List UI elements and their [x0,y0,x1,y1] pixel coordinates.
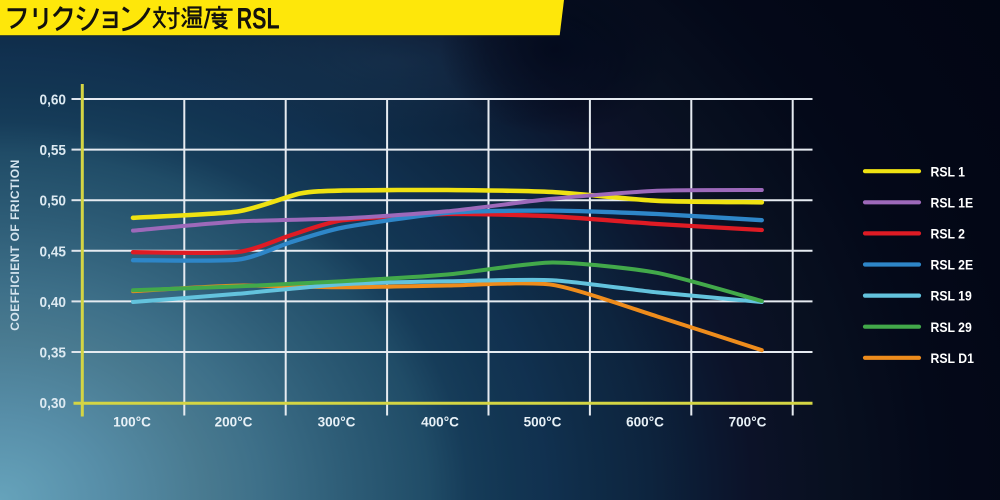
svg-text:0,30: 0,30 [40,395,67,412]
svg-text:RSL 19: RSL 19 [931,288,972,304]
svg-text:COEFFICIENT OF FRICTION: COEFFICIENT OF FRICTION [8,159,22,331]
svg-text:RSL 1: RSL 1 [931,163,966,179]
svg-text:0,50: 0,50 [40,193,67,210]
svg-text:RSL 1E: RSL 1E [931,194,974,210]
svg-text:600°C: 600°C [626,413,664,429]
svg-text:RSL 2E: RSL 2E [931,257,974,273]
svg-text:RSL D1: RSL D1 [931,350,975,366]
svg-text:100°C: 100°C [113,413,151,429]
svg-text:300°C: 300°C [318,413,356,429]
svg-text:400°C: 400°C [421,413,459,429]
svg-text:RSL: RSL [237,2,280,35]
svg-text:0,60: 0,60 [40,92,67,109]
svg-text:0,45: 0,45 [40,243,67,260]
svg-text:0,40: 0,40 [40,294,67,311]
svg-text:500°C: 500°C [524,413,562,429]
svg-text:700°C: 700°C [729,413,767,429]
svg-text:RSL 2: RSL 2 [931,226,966,242]
svg-text:0,55: 0,55 [40,142,67,159]
svg-text:200°C: 200°C [215,413,253,429]
svg-text:RSL 29: RSL 29 [931,319,972,335]
svg-text:0,35: 0,35 [40,345,67,362]
